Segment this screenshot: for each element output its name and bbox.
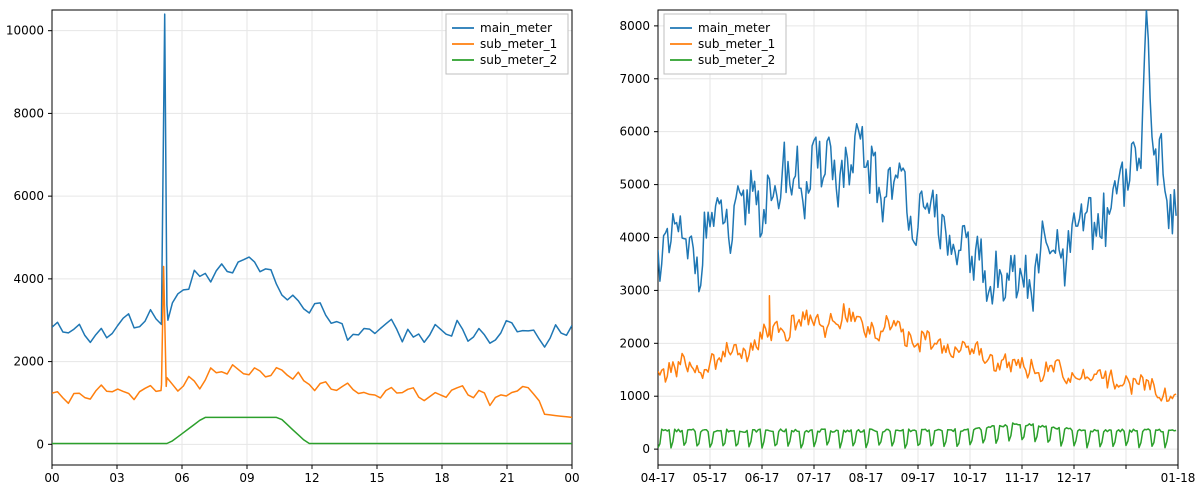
ytick-label: 3000 bbox=[619, 283, 650, 297]
ytick-label: 4000 bbox=[619, 231, 650, 245]
xtick-label: 09 bbox=[239, 471, 254, 485]
ytick-label: 5000 bbox=[619, 178, 650, 192]
ytick-label: 7000 bbox=[619, 72, 650, 86]
ytick-label: 2000 bbox=[619, 336, 650, 350]
ytick-label: 10000 bbox=[6, 24, 44, 38]
xtick-label: 21 bbox=[499, 471, 514, 485]
legend-label: sub_meter_2 bbox=[698, 53, 775, 67]
xtick-label: 11-17 bbox=[1005, 471, 1040, 485]
xtick-label: 08-17 bbox=[849, 471, 884, 485]
xtick-label: 12-17 bbox=[1057, 471, 1092, 485]
ytick-label: 6000 bbox=[619, 125, 650, 139]
ytick-label: 6000 bbox=[13, 189, 44, 203]
legend-label: main_meter bbox=[480, 21, 552, 35]
ytick-label: 0 bbox=[36, 437, 44, 451]
xtick-label: 18 bbox=[434, 471, 449, 485]
xtick-label: 12 bbox=[304, 471, 319, 485]
legend-label: sub_meter_1 bbox=[480, 37, 557, 51]
ytick-label: 4000 bbox=[13, 272, 44, 286]
xtick-label: 15 bbox=[369, 471, 384, 485]
xtick-label: 09-17 bbox=[901, 471, 936, 485]
xtick-label: 07-17 bbox=[797, 471, 832, 485]
xtick-label: 06-17 bbox=[745, 471, 780, 485]
xtick-label: 10-17 bbox=[953, 471, 988, 485]
ytick-label: 1000 bbox=[619, 389, 650, 403]
legend: main_meter sub_meter_1 sub_meter_2 bbox=[446, 14, 568, 74]
legend-label: sub_meter_2 bbox=[480, 53, 557, 67]
legend-label: main_meter bbox=[698, 21, 770, 35]
legend: main_meter sub_meter_1 sub_meter_2 bbox=[664, 14, 786, 74]
xtick-label: 00 bbox=[44, 471, 59, 485]
ytick-label: 8000 bbox=[619, 19, 650, 33]
legend-label: sub_meter_1 bbox=[698, 37, 775, 51]
chart-left: 0003060912151821000200040006000800010000… bbox=[6, 10, 580, 485]
xtick-label: 05-17 bbox=[693, 471, 728, 485]
ytick-label: 0 bbox=[642, 442, 650, 456]
chart-right: 04-17 05-17 06-17 07-17 08-17 09-17 10-17 11-17… bbox=[619, 9, 1195, 485]
xtick-label: 00 bbox=[564, 471, 579, 485]
xtick-label: 03 bbox=[109, 471, 124, 485]
xtick-label: 04-17 bbox=[641, 471, 676, 485]
xtick-label: 01-18 bbox=[1161, 471, 1196, 485]
ytick-label: 8000 bbox=[13, 106, 44, 120]
xtick-label: 06 bbox=[174, 471, 189, 485]
ytick-label: 2000 bbox=[13, 355, 44, 369]
